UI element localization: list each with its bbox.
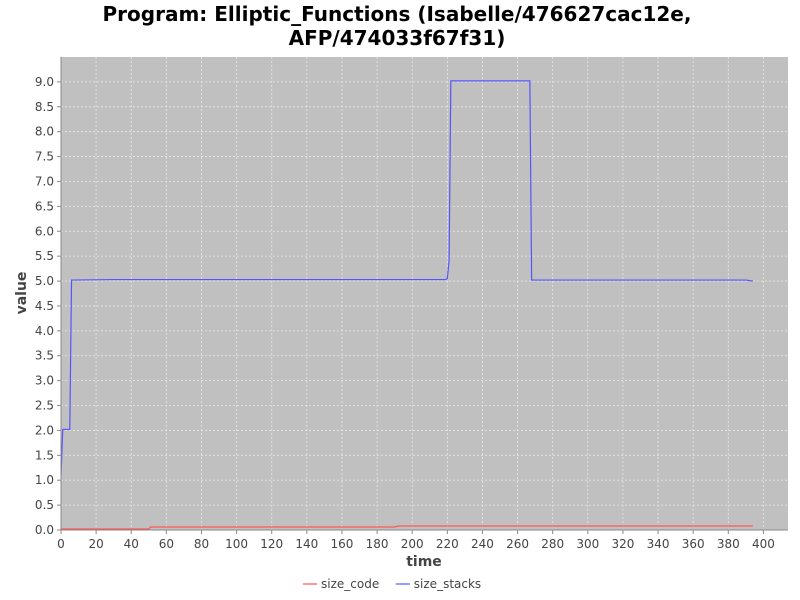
y-tick-label: 3.0: [35, 374, 54, 388]
y-tick-label: 9.0: [35, 75, 54, 89]
x-tick-label: 280: [541, 537, 564, 551]
y-tick-label: 3.5: [35, 349, 54, 363]
y-tick-label: 5.5: [35, 249, 54, 263]
y-axis-label: value: [14, 272, 30, 315]
y-tick-label: 7.5: [35, 150, 54, 164]
y-tick-labels: 0.0 0.5 1.0 1.5 2.0 2.5 3.0 3.5 4.0 4.5 5.0 5.5 6.0 6…: [35, 75, 54, 537]
series-line-size-code: [61, 525, 753, 530]
x-tick-labels: 0 20 40 60 80 100 120 140 160 180 200 220 240 260 280 3…: [57, 537, 775, 551]
x-tick-label: 220: [436, 537, 459, 551]
x-tick-label: 80: [194, 537, 209, 551]
x-tick-label: 240: [471, 537, 494, 551]
y-tick-label: 0.5: [35, 498, 54, 512]
x-tick-label: 360: [682, 537, 705, 551]
x-tick-label: 200: [401, 537, 424, 551]
chart-title-line-2: AFP/474033f67f31): [289, 26, 506, 50]
y-tick-label: 1.5: [35, 448, 54, 462]
axes: [57, 57, 788, 534]
legend: size_code size_stacks: [303, 577, 481, 591]
series-lines: [60, 80, 753, 530]
legend-label: size_code: [321, 577, 379, 591]
y-tick-label: 5.0: [35, 274, 54, 288]
y-tick-label: 8.5: [35, 100, 54, 114]
x-tick-label: 60: [159, 537, 174, 551]
plot-area: [61, 57, 788, 530]
x-axis-label: time: [406, 554, 442, 570]
series-line-size-stacks: [60, 80, 753, 476]
x-tick-label: 380: [717, 537, 740, 551]
y-tick-label: 0.0: [35, 523, 54, 537]
legend-item-size-stacks: size_stacks: [395, 577, 481, 591]
chart-title: Program: Elliptic_Functions (Isabelle/47…: [103, 2, 692, 50]
y-tick-label: 2.0: [35, 423, 54, 437]
x-tick-label: 0: [57, 537, 65, 551]
y-tick-label: 7.0: [35, 174, 54, 188]
y-tick-label: 1.0: [35, 473, 54, 487]
x-tick-label: 140: [295, 537, 318, 551]
y-tick-label: 8.0: [35, 125, 54, 139]
x-tick-label: 100: [225, 537, 248, 551]
legend-label: size_stacks: [414, 577, 481, 591]
x-tick-label: 400: [752, 537, 775, 551]
y-tick-label: 6.0: [35, 224, 54, 238]
x-tick-label: 260: [506, 537, 529, 551]
legend-item-size-code: size_code: [303, 577, 379, 591]
x-tick-label: 120: [260, 537, 283, 551]
y-tick-label: 4.5: [35, 299, 54, 313]
x-tick-label: 180: [366, 537, 389, 551]
y-tick-label: 4.0: [35, 324, 54, 338]
x-tick-label: 300: [576, 537, 599, 551]
x-tick-label: 340: [647, 537, 670, 551]
x-tick-label: 40: [124, 537, 139, 551]
x-tick-label: 320: [611, 537, 634, 551]
x-tick-label: 160: [331, 537, 354, 551]
y-tick-label: 2.5: [35, 399, 54, 413]
x-tick-label: 20: [88, 537, 103, 551]
chart-title-line-1: Program: Elliptic_Functions (Isabelle/47…: [103, 2, 692, 26]
y-tick-label: 6.5: [35, 199, 54, 213]
grid-lines: [60, 57, 788, 531]
